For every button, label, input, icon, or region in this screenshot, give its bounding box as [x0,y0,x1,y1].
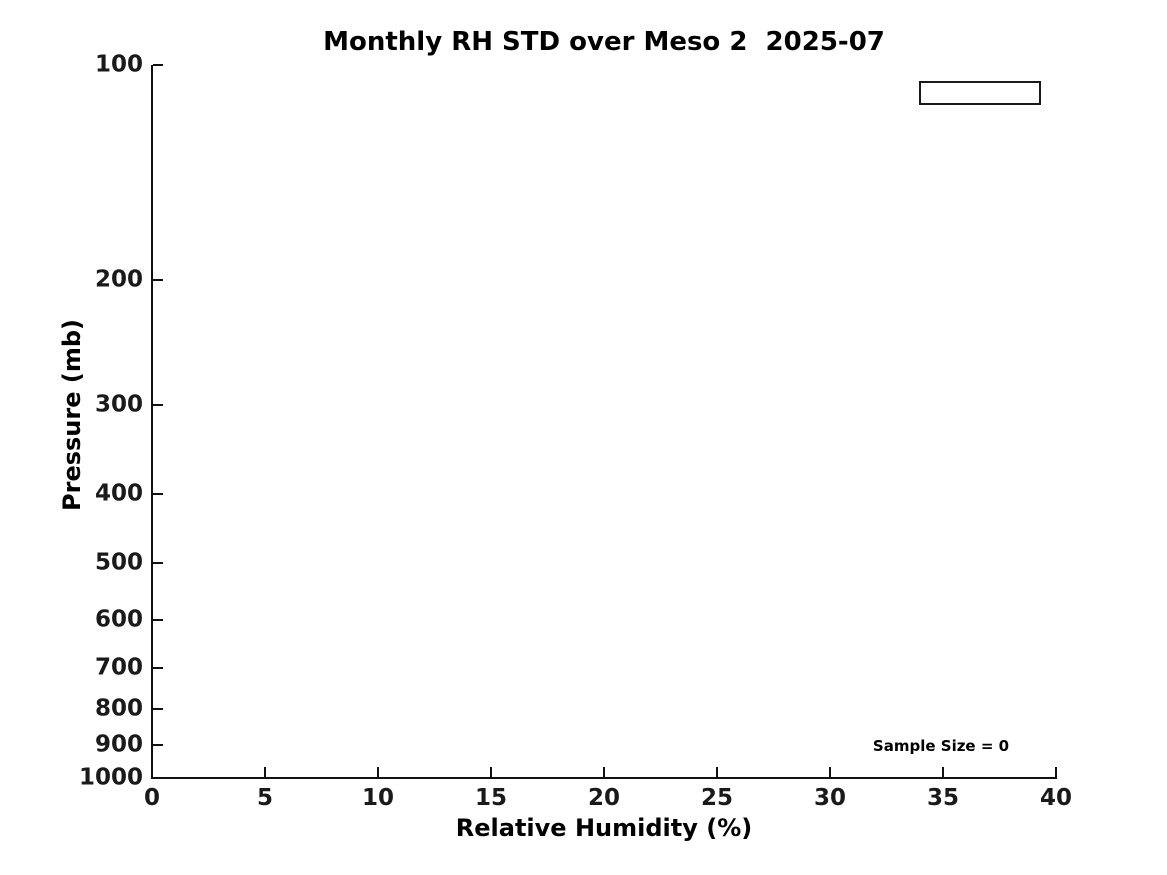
x-tick-label: 15 [474,785,507,811]
x-axis-label: Relative Humidity (%) [455,814,753,842]
y-tick [153,64,163,66]
y-tick-label: 400 [94,480,143,507]
y-tick [153,777,163,779]
x-tick-label: 35 [926,785,959,811]
y-tick [153,404,163,407]
y-axis-label: Pressure (mb) [58,319,86,511]
y-tick [153,493,163,496]
x-tick-label: 20 [587,785,620,811]
x-tick [490,767,492,777]
x-axis-spine [151,777,1057,779]
y-tick-label: 300 [94,391,143,418]
x-tick-label: 5 [256,785,273,811]
y-tick [153,618,163,621]
x-tick-label: 30 [813,785,846,811]
y-tick [153,666,163,669]
legend-box [919,81,1041,105]
x-tick [603,767,605,777]
x-tick [377,767,379,777]
x-tick [1055,767,1057,777]
y-tick-label: 900 [94,731,143,758]
y-tick-label: 600 [94,606,143,633]
x-tick [942,767,944,777]
y-tick [153,744,163,747]
x-tick-label: 25 [700,785,733,811]
x-tick [716,767,718,777]
x-tick-label: 0 [143,785,160,811]
y-tick-label: 200 [94,265,143,292]
x-tick-label: 40 [1039,785,1072,811]
y-tick-label: 700 [94,653,143,680]
y-tick [153,707,163,710]
y-axis-spine [151,65,153,779]
chart-title: Monthly RH STD over Meso 2 2025-07 [323,27,885,57]
y-tick [153,562,163,565]
x-tick [829,767,831,777]
y-tick-label: 800 [94,695,143,722]
x-tick [151,767,153,777]
x-tick [264,767,266,777]
sample-size-annotation: Sample Size = 0 [872,737,1010,755]
y-tick-label: 500 [94,549,143,576]
y-tick [153,278,163,281]
y-tick-label: 100 [94,51,143,78]
x-tick-label: 10 [361,785,394,811]
y-tick-label: 1000 [78,764,143,791]
